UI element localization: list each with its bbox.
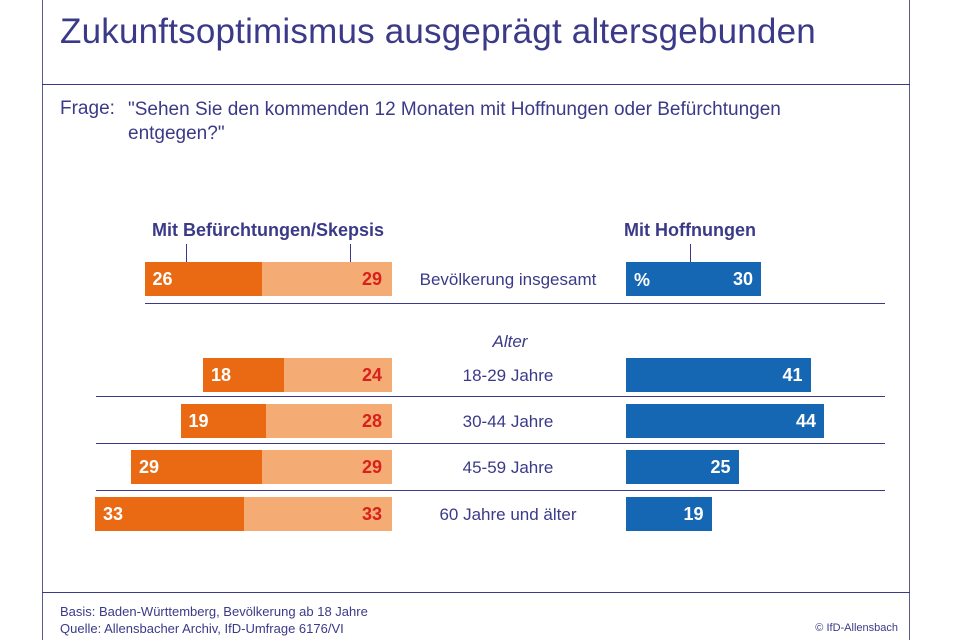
question-label: Frage: xyxy=(60,98,115,119)
row-separator xyxy=(96,396,885,397)
percent-sign: % xyxy=(634,270,651,290)
footer-basis: Basis: Baden-Württemberg, Bevölkerung ab… xyxy=(60,604,368,619)
category-label: 60 Jahre und älter xyxy=(439,505,577,524)
bar-skepsis: 29 xyxy=(261,262,392,296)
copyright: © IfD-Allensbach xyxy=(815,622,898,634)
bar-befuerchtungen: 19 xyxy=(180,404,266,438)
footer-rule xyxy=(42,592,910,593)
bar-hoffnungen: 19 xyxy=(626,497,712,531)
bar-befuerchtungen: 18 xyxy=(203,358,284,392)
bar-befuerchtungen: 26 xyxy=(144,262,262,296)
header-hoffnungen: Mit Hoffnungen xyxy=(624,220,756,240)
category-label: Bevölkerung insgesamt xyxy=(419,270,597,289)
title-rule xyxy=(42,84,910,85)
bar-skepsis: 24 xyxy=(284,358,392,392)
category-label: 30-44 Jahre xyxy=(462,412,554,431)
chart-title: Zukunftsoptimismus ausgeprägt altersgebu… xyxy=(60,12,816,51)
bar-skepsis: 33 xyxy=(243,497,392,531)
category-label: 18-29 Jahre xyxy=(462,366,554,385)
age-group-label: Alter xyxy=(492,332,528,351)
bar-skepsis: 28 xyxy=(266,404,392,438)
bar-hoffnungen: 44 xyxy=(626,404,824,438)
row-separator xyxy=(145,303,885,304)
bar-hoffnungen: 41 xyxy=(626,358,811,392)
bar-befuerchtungen: 29 xyxy=(131,450,262,484)
header-tick-blue xyxy=(690,244,691,262)
row-separator xyxy=(96,443,885,444)
header-tick-dark xyxy=(186,244,187,262)
question-text: "Sehen Sie den kommenden 12 Monaten mit … xyxy=(128,99,781,144)
bar-befuerchtungen: 33 xyxy=(95,497,244,531)
bar-skepsis: 29 xyxy=(261,450,392,484)
row-separator xyxy=(96,490,885,491)
bar-hoffnungen: 25 xyxy=(626,450,739,484)
chart-frame xyxy=(42,0,910,640)
header-befuerchtungen: Mit Befürchtungen/Skepsis xyxy=(152,220,385,240)
bar-hoffnungen: 30 xyxy=(626,262,761,296)
category-label: 45-59 Jahre xyxy=(462,458,554,477)
footer-source: Quelle: Allensbacher Archiv, IfD-Umfrage… xyxy=(60,621,344,636)
header-tick-light xyxy=(350,244,351,262)
